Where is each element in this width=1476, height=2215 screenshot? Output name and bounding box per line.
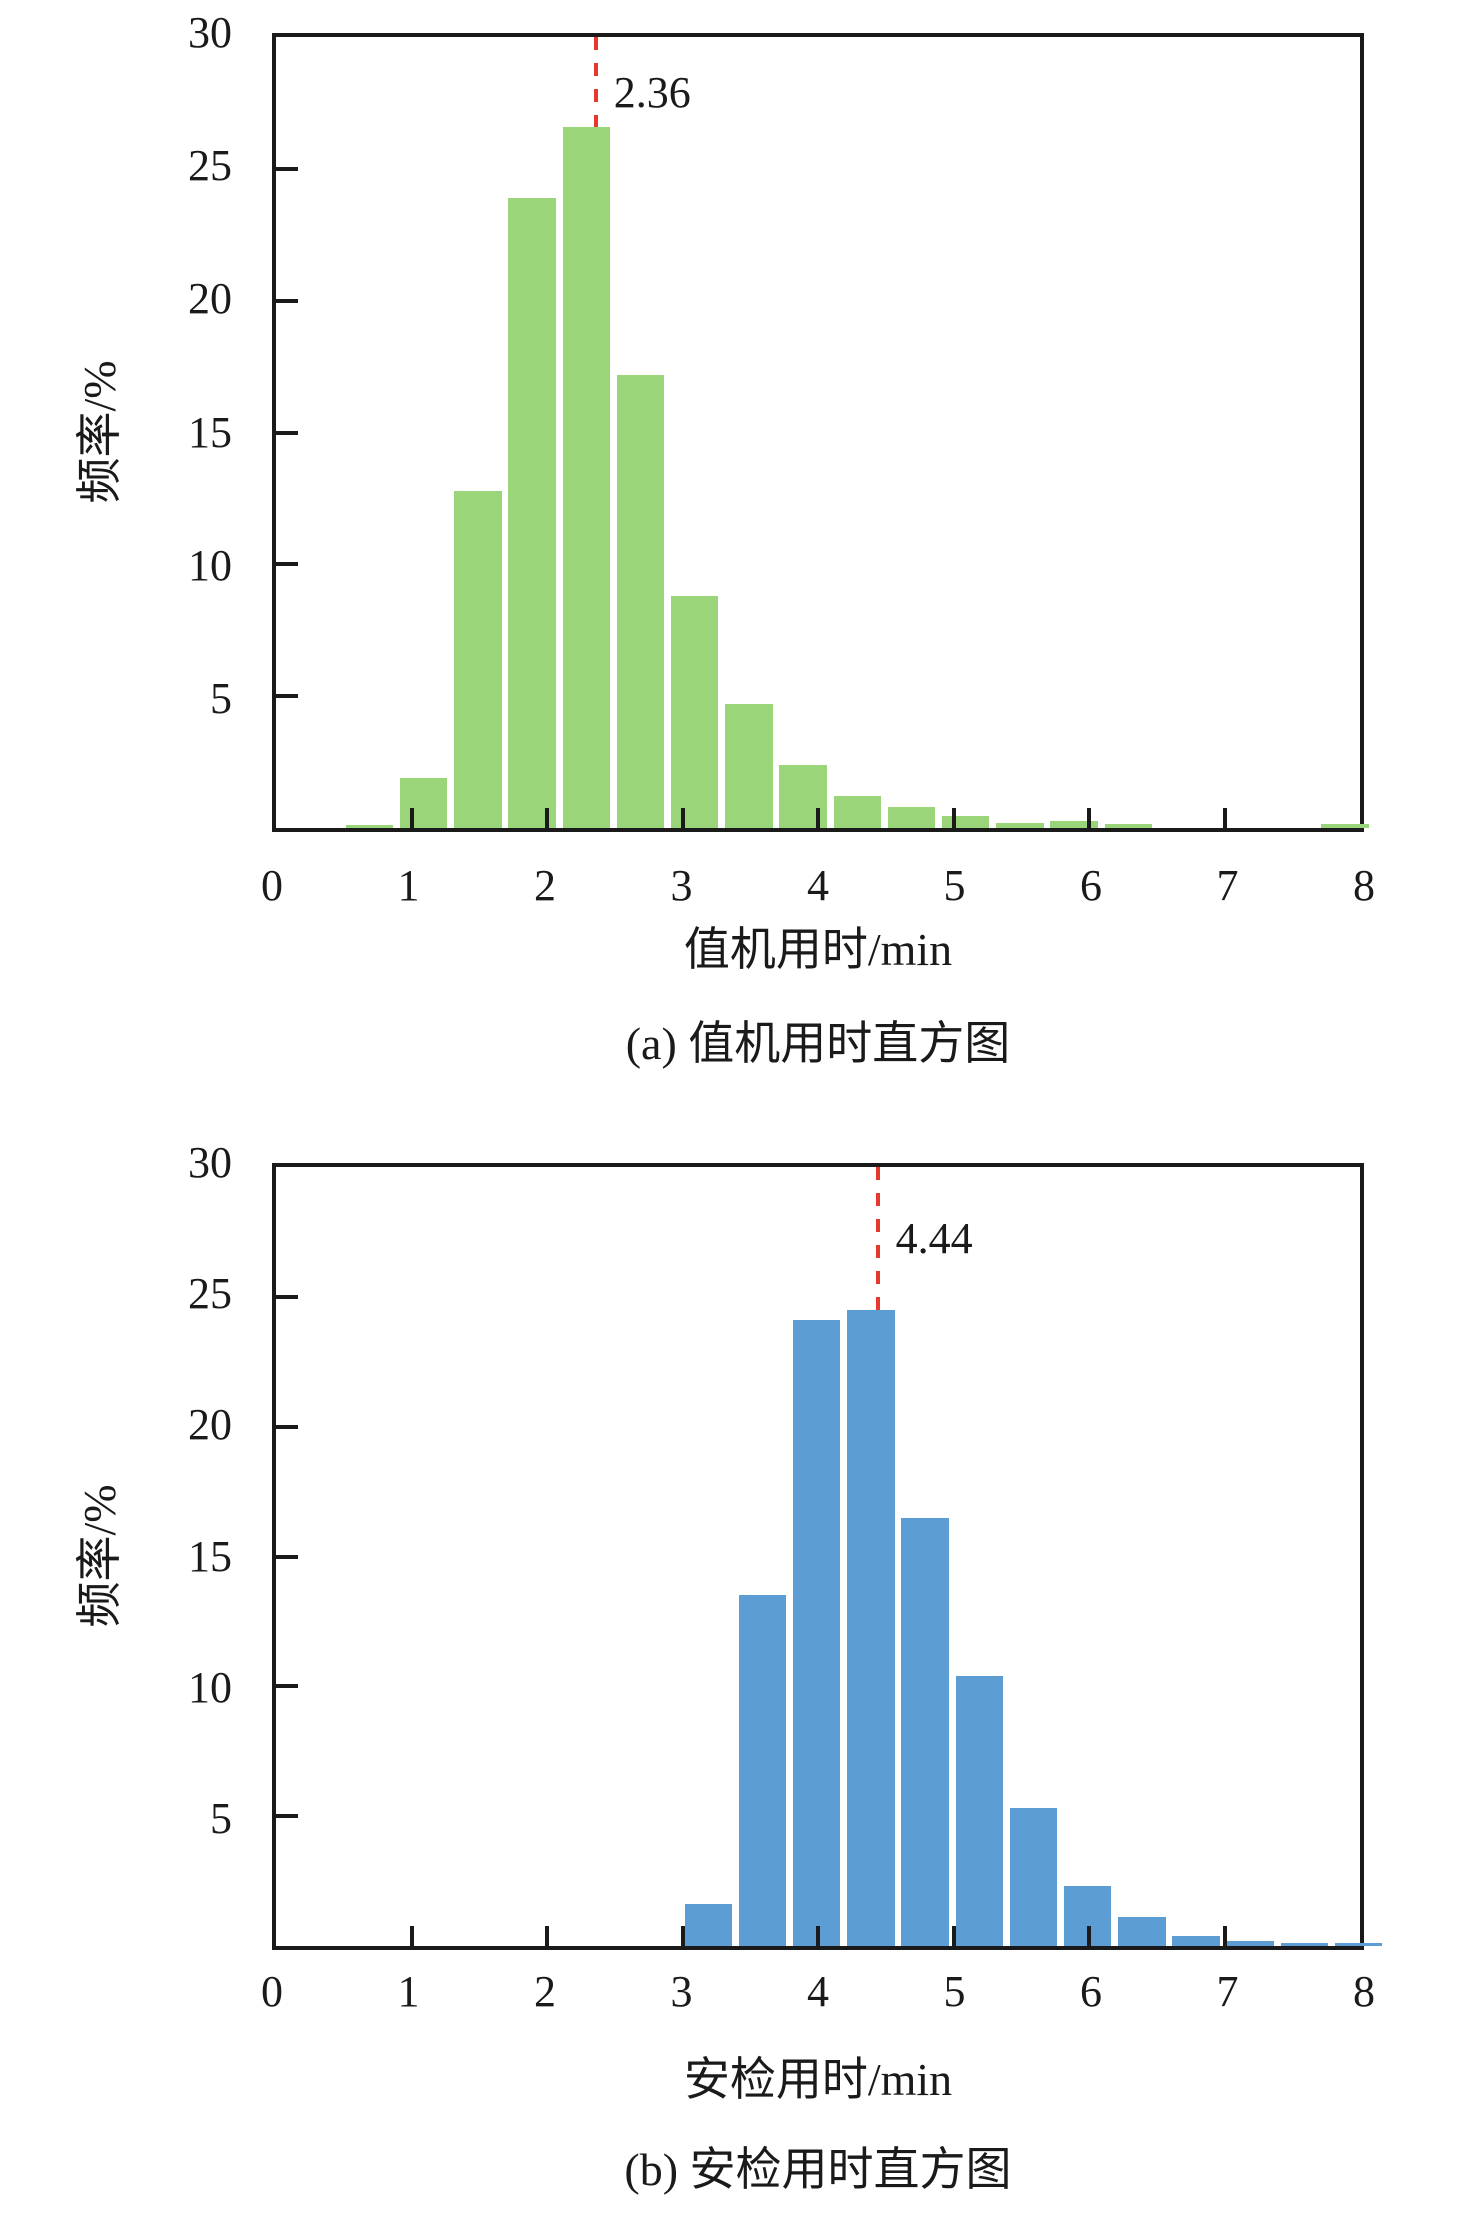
x-tick-labels-a: 0 1 2 3 4 5 6 7 8 xyxy=(261,856,1375,916)
x-tick-label: 2 xyxy=(534,861,556,910)
y-axis-tick xyxy=(276,1814,298,1819)
histogram-bar xyxy=(1009,1808,1058,1946)
histogram-bar xyxy=(454,490,502,828)
x-axis-tick xyxy=(680,808,685,828)
histogram-bar xyxy=(887,806,936,828)
x-tick-label: 4 xyxy=(807,1967,829,2016)
x-tick-label: 6 xyxy=(1080,861,1102,910)
histogram-bar xyxy=(1334,1943,1383,1946)
x-tick-labels-b: 0 1 2 3 4 5 6 7 8 xyxy=(261,1962,1375,2022)
histogram-bar xyxy=(725,704,773,828)
y-tick-label: 15 xyxy=(188,1531,232,1581)
y-tick-label: 20 xyxy=(188,1400,232,1450)
x-axis-tick xyxy=(951,808,956,828)
mean-dashed-line xyxy=(875,1167,880,1310)
x-axis-tick xyxy=(1087,808,1091,828)
histogram-bar xyxy=(670,595,719,828)
x-tick-label: 8 xyxy=(1353,1967,1375,2016)
x-tick-label: 5 xyxy=(943,1967,966,2016)
histogram-bar xyxy=(1172,1935,1220,1946)
x-axis-tick xyxy=(409,1926,414,1946)
y-tick-label: 30 xyxy=(188,8,232,57)
y-axis-tick xyxy=(276,1294,298,1299)
y-axis-tick xyxy=(276,1684,298,1689)
x-axis-title-b: 安检用时/min xyxy=(683,2054,953,2105)
histogram-bar xyxy=(1321,824,1369,828)
y-tick-labels-a: 5 10 15 20 25 30 xyxy=(0,11,240,832)
histogram-bar xyxy=(616,374,665,828)
histogram-bar xyxy=(1118,1917,1166,1946)
x-tick-label: 0 xyxy=(261,1967,283,2016)
y-tick-label: 30 xyxy=(188,1138,232,1187)
plot-area-a: 2.36 xyxy=(272,33,1369,832)
y-tick-label: 10 xyxy=(188,1662,232,1712)
histogram-bar xyxy=(562,126,610,828)
histogram-bar xyxy=(955,1675,1003,1946)
x-tick-label: 8 xyxy=(1353,861,1375,910)
histogram-bar xyxy=(792,1320,841,1946)
histogram-bar xyxy=(1104,824,1152,828)
y-axis-tick xyxy=(276,1424,298,1429)
x-tick-label: 1 xyxy=(397,861,420,910)
x-axis-title-a: 值机用时/min xyxy=(683,924,953,975)
x-axis-tick xyxy=(409,808,414,828)
x-axis-tick xyxy=(680,1926,685,1946)
mean-value-label: 4.44 xyxy=(895,1214,973,1263)
x-axis-tick xyxy=(1222,1926,1227,1946)
x-axis-tick xyxy=(545,808,549,828)
x-tick-label: 6 xyxy=(1080,1967,1102,2016)
histogram-bar xyxy=(508,197,556,828)
y-axis-tick xyxy=(276,694,298,699)
x-tick-label: 3 xyxy=(670,861,693,910)
histogram-bar xyxy=(1280,1943,1329,1946)
y-tick-labels-b: 5 10 15 20 25 30 xyxy=(0,1141,240,1950)
y-tick-label: 25 xyxy=(188,1269,232,1319)
x-axis-tick xyxy=(816,1926,820,1946)
x-tick-label: 4 xyxy=(807,861,829,910)
histogram-bar xyxy=(684,1904,732,1946)
x-tick-label: 0 xyxy=(261,861,283,910)
histogram-bar xyxy=(941,816,990,828)
y-axis-tick xyxy=(276,430,298,435)
y-axis-tick xyxy=(276,1554,298,1559)
panel-caption-a: (a) 值机用时直方图 xyxy=(625,1018,1011,1069)
histogram-bar xyxy=(738,1595,787,1946)
x-axis-tick xyxy=(816,808,820,828)
y-axis-tick xyxy=(276,562,298,567)
panel-caption-b: (b) 安检用时直方图 xyxy=(624,2144,1012,2195)
y-axis-tick xyxy=(276,166,298,171)
mean-dashed-line xyxy=(593,37,598,127)
histogram-bar xyxy=(901,1517,949,1946)
histogram-bar xyxy=(345,825,394,828)
x-tick-label: 2 xyxy=(534,1967,556,2016)
histogram-bar xyxy=(1050,821,1098,828)
x-tick-label: 7 xyxy=(1216,1967,1239,2016)
x-tick-label: 3 xyxy=(670,1967,693,2016)
histogram-bar xyxy=(996,822,1044,828)
plot-area-b: 4.44 xyxy=(272,1163,1383,1950)
x-tick-label: 1 xyxy=(397,1967,420,2016)
y-tick-label: 10 xyxy=(188,540,232,590)
x-axis-tick xyxy=(1222,808,1227,828)
x-axis-tick xyxy=(951,1926,956,1946)
y-tick-label: 5 xyxy=(210,673,232,723)
y-tick-label: 5 xyxy=(210,1793,232,1843)
y-axis-tick xyxy=(276,298,298,303)
x-axis-tick xyxy=(545,1926,549,1946)
histogram-bar xyxy=(833,796,881,828)
y-tick-label: 25 xyxy=(188,141,232,191)
x-tick-label: 7 xyxy=(1216,861,1239,910)
histogram-bar xyxy=(399,777,448,828)
y-tick-label: 20 xyxy=(188,274,232,324)
y-tick-label: 15 xyxy=(188,407,232,457)
x-axis-tick xyxy=(1087,1926,1091,1946)
histogram-bar xyxy=(1226,1940,1274,1946)
mean-value-label: 2.36 xyxy=(613,68,691,117)
histogram-bar xyxy=(847,1309,895,1946)
x-tick-label: 5 xyxy=(943,861,966,910)
